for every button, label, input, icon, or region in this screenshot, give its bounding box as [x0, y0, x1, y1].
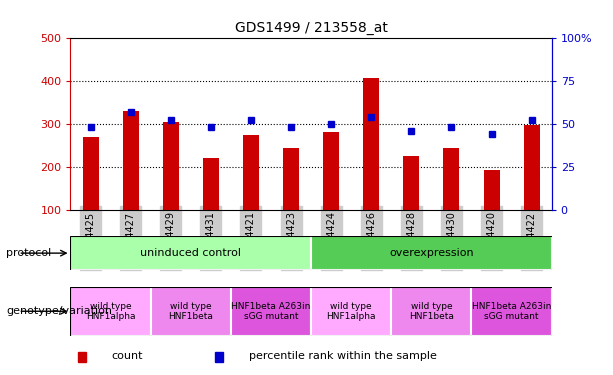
Bar — [231, 287, 311, 336]
Bar — [70, 287, 151, 336]
Bar — [471, 287, 552, 336]
Bar — [443, 148, 460, 210]
Bar — [391, 287, 471, 336]
Bar — [203, 158, 219, 210]
Bar — [364, 78, 379, 210]
Bar — [243, 135, 259, 210]
Bar — [484, 170, 500, 210]
Bar — [83, 137, 99, 210]
Bar — [524, 124, 539, 210]
Text: wild type
HNF1beta: wild type HNF1beta — [169, 302, 213, 321]
Text: genotype/variation: genotype/variation — [6, 306, 112, 316]
Bar — [151, 287, 231, 336]
Text: HNF1beta A263in
sGG mutant: HNF1beta A263in sGG mutant — [231, 302, 311, 321]
Text: wild type
HNF1beta: wild type HNF1beta — [409, 302, 454, 321]
Text: uninduced control: uninduced control — [140, 248, 242, 258]
Bar — [311, 236, 552, 270]
Bar — [123, 111, 139, 210]
Text: protocol: protocol — [6, 248, 51, 258]
Title: GDS1499 / 213558_at: GDS1499 / 213558_at — [235, 21, 387, 35]
Text: overexpression: overexpression — [389, 248, 474, 258]
Bar — [403, 156, 419, 210]
Bar — [283, 148, 299, 210]
Text: HNF1beta A263in
sGG mutant: HNF1beta A263in sGG mutant — [472, 302, 551, 321]
Bar — [311, 287, 391, 336]
Bar — [215, 352, 223, 362]
Text: wild type
HNF1alpha: wild type HNF1alpha — [327, 302, 376, 321]
Text: wild type
HNF1alpha: wild type HNF1alpha — [86, 302, 135, 321]
Bar — [323, 132, 339, 210]
Text: percentile rank within the sample: percentile rank within the sample — [248, 351, 436, 361]
Bar — [162, 122, 179, 210]
Bar — [78, 352, 86, 362]
Bar — [70, 236, 311, 270]
Text: count: count — [112, 351, 143, 361]
